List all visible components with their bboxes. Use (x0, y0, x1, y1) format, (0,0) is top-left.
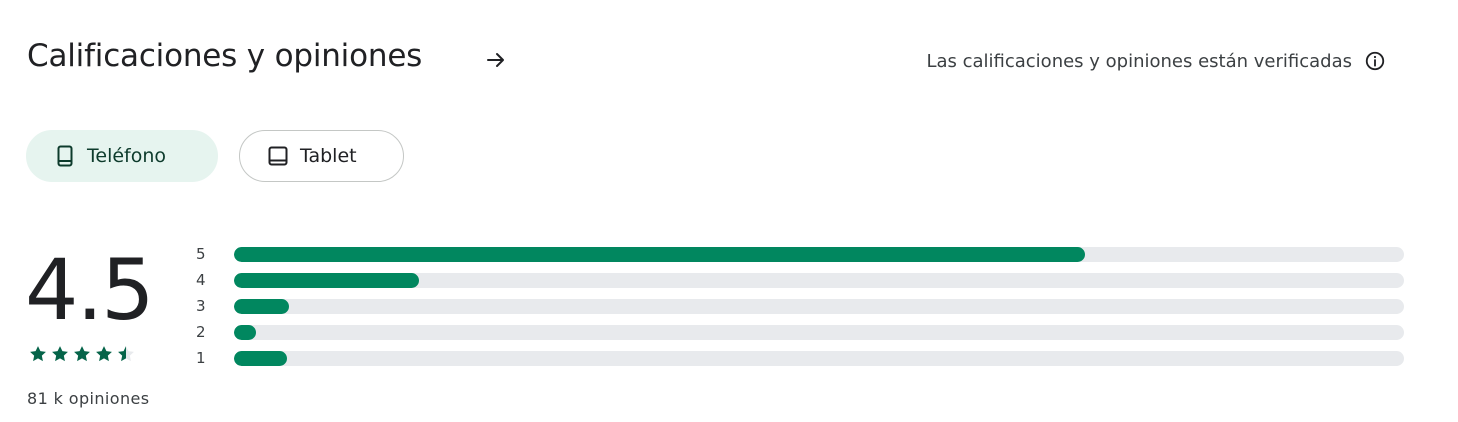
see-all-reviews-button[interactable] (478, 42, 514, 78)
tab-tablet[interactable]: Tablet (239, 130, 404, 182)
rating-distribution: 5 4 3 2 1 (194, 241, 1404, 371)
rating-bar-fill (234, 324, 257, 340)
rating-bar-track (234, 350, 1404, 366)
rating-bar-track (234, 298, 1404, 314)
rating-row-label: 3 (196, 297, 206, 315)
phone-icon (55, 145, 75, 167)
rating-row-label: 5 (196, 245, 206, 263)
arrow-right-icon (487, 53, 504, 67)
rating-bar-track (234, 324, 1404, 340)
rating-row-label: 1 (196, 349, 206, 367)
rating-row-1: 1 (194, 345, 1404, 371)
rating-bar-fill (234, 350, 287, 366)
rating-row-2: 2 (194, 319, 1404, 345)
average-rating: 4.5 (25, 241, 155, 339)
verified-notice: Las calificaciones y opiniones están ver… (926, 48, 1388, 74)
rating-bar-track (234, 272, 1404, 288)
star-icon (30, 346, 46, 362)
rating-bar-track (234, 246, 1404, 262)
info-icon (1365, 51, 1385, 71)
rating-row-label: 4 (196, 271, 206, 289)
rating-row-label: 2 (196, 323, 206, 341)
device-tabs: Teléfono Tablet (26, 130, 404, 182)
star-icon (52, 346, 68, 362)
review-count: 81 k opiniones (27, 389, 150, 408)
tab-tablet-label: Tablet (300, 145, 357, 167)
star-rating (28, 344, 136, 364)
rating-bar-fill (234, 272, 419, 288)
rating-row-3: 3 (194, 293, 1404, 319)
rating-bar-fill (234, 298, 289, 314)
verified-text: Las calificaciones y opiniones están ver… (926, 50, 1352, 72)
rating-row-5: 5 (194, 241, 1404, 267)
page-title: Calificaciones y opiniones (27, 38, 423, 74)
tablet-icon (268, 145, 288, 167)
rating-row-4: 4 (194, 267, 1404, 293)
star-icon (96, 346, 112, 362)
star-icon (74, 346, 90, 362)
info-button[interactable] (1362, 48, 1388, 74)
half-star-icon (118, 346, 134, 362)
tab-phone[interactable]: Teléfono (26, 130, 218, 182)
rating-bar-fill (234, 246, 1085, 262)
tab-phone-label: Teléfono (87, 145, 167, 167)
